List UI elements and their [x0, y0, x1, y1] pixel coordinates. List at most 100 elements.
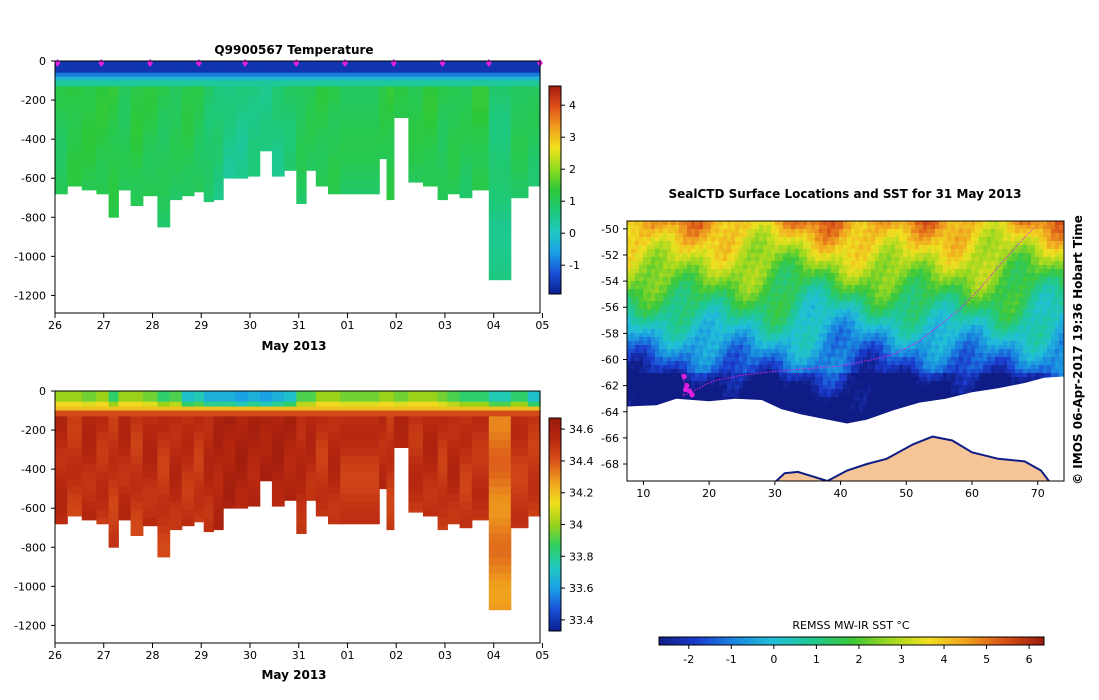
sst-cell — [887, 305, 892, 310]
sst-cell — [883, 301, 888, 306]
temperature-cell — [271, 76, 285, 81]
temperature-cell — [447, 86, 461, 95]
salinity-cell — [471, 432, 490, 441]
temperature-cell — [96, 86, 110, 95]
sst-cell — [787, 293, 792, 298]
sst-cell — [719, 309, 724, 314]
sst-cell — [831, 285, 836, 290]
sst-cell — [779, 309, 784, 314]
temperature-cell — [408, 180, 424, 183]
sst-cell — [895, 265, 900, 270]
sst-cell — [867, 273, 872, 278]
sst-cell — [631, 257, 636, 262]
sst-cell — [967, 333, 972, 338]
sst-cell — [831, 257, 836, 262]
sst-cell — [959, 229, 964, 234]
salinity-cell — [130, 518, 144, 527]
temperature-cell — [67, 164, 83, 173]
sst-cell — [627, 273, 632, 278]
sst-cell — [855, 333, 860, 338]
sst-cell — [1011, 249, 1016, 254]
sst-cell — [671, 325, 676, 330]
sst-cell — [683, 341, 688, 346]
sst-cell — [751, 341, 756, 346]
sst-cell — [659, 325, 664, 330]
sst-cell — [851, 337, 856, 342]
salinity-cell — [284, 401, 297, 407]
sst-cell — [799, 341, 804, 346]
temperature-cell — [459, 125, 473, 134]
sst-cell — [931, 253, 936, 258]
sst-cell — [955, 245, 960, 250]
sst-cell — [783, 281, 788, 286]
sst-cell — [1055, 325, 1060, 330]
sst-cell — [807, 249, 812, 254]
sst-cell — [803, 241, 808, 246]
salinity-cell — [423, 510, 439, 517]
sst-cell — [927, 221, 932, 226]
sst-cell — [787, 301, 792, 306]
sst-cell — [979, 341, 984, 346]
salinity-cell — [284, 406, 297, 411]
salinity-cell — [203, 494, 214, 503]
sst-cell — [667, 301, 672, 306]
sst-cell — [723, 293, 728, 298]
sst-cell — [743, 313, 748, 318]
sst-cell — [843, 341, 848, 346]
sst-cell — [883, 277, 888, 282]
salinity-cell — [296, 502, 307, 511]
sst-cell — [695, 297, 700, 302]
temperature-cell — [247, 94, 261, 103]
sst-cell — [811, 281, 816, 286]
temperature-cell — [379, 133, 387, 142]
sst-cell — [931, 241, 936, 246]
sst-cell — [783, 317, 788, 322]
sst-cell — [987, 297, 992, 302]
salinity-cell — [96, 463, 110, 472]
sst-cell — [743, 281, 748, 286]
salinity-cell — [340, 486, 380, 495]
sst-cell — [1051, 285, 1056, 290]
sst-cell — [631, 297, 636, 302]
salinity-cell — [67, 494, 83, 503]
sst-cell — [1023, 289, 1028, 294]
sst-cell — [767, 289, 772, 294]
sst-cell — [775, 257, 780, 262]
sst-cell — [967, 245, 972, 250]
temperature-cell — [157, 125, 171, 134]
sst-cell — [835, 261, 840, 266]
sst-cell — [871, 241, 876, 246]
sst-cell — [635, 293, 640, 298]
temperature-cell — [306, 125, 317, 134]
temperature-cell — [510, 141, 529, 150]
sst-cell — [939, 325, 944, 330]
sst-cell — [679, 221, 684, 226]
sst-cell — [1039, 341, 1044, 346]
sst-cell — [871, 225, 876, 230]
salinity-cell — [203, 471, 214, 480]
salinity-cell — [296, 518, 307, 527]
x-tick-label: 04 — [487, 319, 501, 332]
sst-cell — [947, 293, 952, 298]
salinity-cell — [67, 447, 83, 456]
sst-cell — [847, 257, 852, 262]
sst-cell — [843, 321, 848, 326]
temperature-cell — [340, 172, 380, 181]
sst-cell — [1035, 237, 1040, 242]
sst-cell — [667, 257, 672, 262]
sst-cell — [923, 333, 928, 338]
sst-cell — [651, 293, 656, 298]
salinity-cell — [488, 510, 512, 519]
sst-cell — [763, 233, 768, 238]
sst-cell — [823, 289, 828, 294]
salinity-cell — [247, 410, 261, 417]
sst-cell — [871, 321, 876, 326]
sst-cell — [919, 285, 924, 290]
salinity-cell — [306, 432, 317, 441]
temperature-cell — [118, 94, 132, 103]
sst-cell — [1023, 229, 1028, 234]
salinity-cell — [447, 406, 461, 411]
sst-cell — [1007, 257, 1012, 262]
sst-cell — [743, 317, 748, 322]
sst-cell — [863, 261, 868, 266]
